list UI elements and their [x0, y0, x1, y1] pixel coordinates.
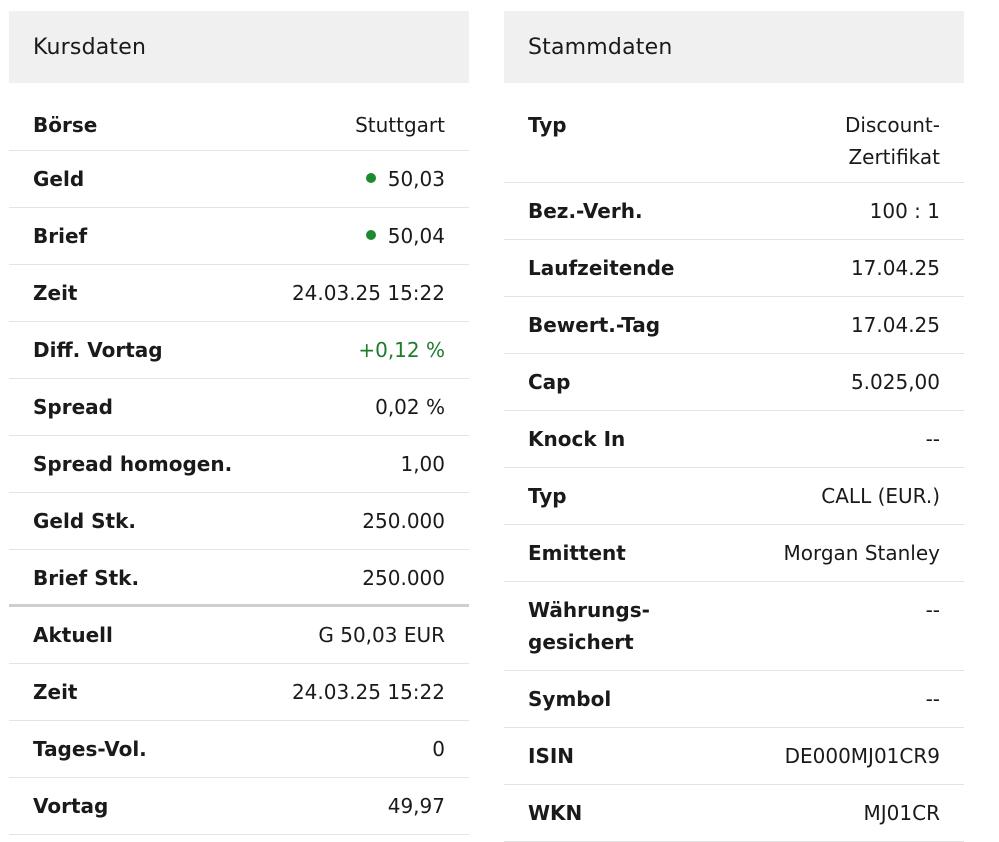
row-emittent: Emittent Morgan Stanley [504, 525, 964, 582]
row-label: Zeit [33, 281, 78, 305]
row-label: Zeit [33, 680, 78, 704]
row-value: G 50,03 EUR [318, 623, 445, 647]
row-label: Typ [528, 113, 567, 137]
row-value: 0 [432, 737, 445, 761]
row-label: Bewert.-Tag [528, 313, 661, 337]
row-label: Währungs- gesichert [528, 594, 698, 658]
row-wkn: WKN MJ01CR [504, 785, 964, 842]
row-label: Bez.-Verh. [528, 199, 643, 223]
row-geld: Geld 50,03 [9, 151, 469, 208]
row-value-wrap: 50,04 [365, 220, 445, 252]
row-label: Brief [33, 224, 88, 248]
row-zeit: Zeit 24.03.25 15:22 [9, 265, 469, 322]
status-dot-icon [365, 230, 376, 240]
row-label: Emittent [528, 541, 626, 565]
row-value: 17.04.25 [850, 313, 940, 337]
row-label: Laufzeitende [528, 256, 675, 280]
row-label: Börse [33, 113, 98, 137]
row-diff-vortag: Diff. Vortag +0,12 % [9, 322, 469, 379]
row-value: CALL (EUR.) [821, 484, 940, 508]
row-brief: Brief 50,04 [9, 208, 469, 265]
row-vortag: Vortag 49,97 [9, 778, 469, 835]
status-dot-icon [365, 173, 376, 183]
row-label-line: Währungs- [528, 598, 650, 622]
row-bewert-tag: Bewert.-Tag 17.04.25 [504, 297, 964, 354]
row-laufzeitende: Laufzeitende 17.04.25 [504, 240, 964, 297]
row-value: 250.000 [362, 566, 445, 590]
row-label-line: gesichert [528, 630, 634, 654]
row-label: Vortag [33, 794, 109, 818]
row-label: WKN [528, 801, 583, 825]
row-knock-in: Knock In -- [504, 411, 964, 468]
kursdaten-panel: Kursdaten Börse Stuttgart Geld 50,03 Bri… [9, 11, 469, 835]
row-brief-stk: Brief Stk. 250.000 [9, 550, 469, 607]
row-value: -- [925, 427, 940, 451]
row-label: Aktuell [33, 623, 113, 647]
row-typ: Typ Discount- Zertifikat [504, 83, 964, 183]
row-value-change: +0,12 % [358, 338, 445, 362]
row-bez-verh: Bez.-Verh. 100 : 1 [504, 183, 964, 240]
row-label: Geld Stk. [33, 509, 136, 533]
row-typ-call: Typ CALL (EUR.) [504, 468, 964, 525]
row-label: Diff. Vortag [33, 338, 163, 362]
row-value: 24.03.25 15:22 [291, 680, 445, 704]
row-boerse: Börse Stuttgart [9, 83, 469, 151]
row-value: 250.000 [362, 509, 445, 533]
row-value: MJ01CR [863, 801, 940, 825]
row-value-line: Zertifikat [848, 145, 940, 169]
row-value: Stuttgart [355, 113, 445, 137]
row-value-wrap: 50,03 [365, 163, 445, 195]
row-label: Tages-Vol. [33, 737, 147, 761]
row-value: 24.03.25 15:22 [291, 281, 445, 305]
row-value: 1,00 [400, 452, 445, 476]
row-value: 50,03 [387, 167, 445, 191]
stammdaten-panel: Stammdaten Typ Discount- Zertifikat Bez.… [504, 11, 964, 842]
row-value: -- [925, 687, 940, 711]
row-label: ISIN [528, 744, 575, 768]
row-zeit-aktuell: Zeit 24.03.25 15:22 [9, 664, 469, 721]
row-label: Spread [33, 395, 113, 419]
row-aktuell: Aktuell G 50,03 EUR [9, 607, 469, 664]
row-tages-vol: Tages-Vol. 0 [9, 721, 469, 778]
row-value: Morgan Stanley [783, 541, 940, 565]
row-value: 0,02 % [375, 395, 445, 419]
row-value: DE000MJ01CR9 [784, 744, 940, 768]
row-label: Typ [528, 484, 567, 508]
row-spread-homogen: Spread homogen. 1,00 [9, 436, 469, 493]
row-value: 100 : 1 [869, 199, 940, 223]
row-cap: Cap 5.025,00 [504, 354, 964, 411]
row-spread: Spread 0,02 % [9, 379, 469, 436]
row-label: Symbol [528, 687, 612, 711]
stammdaten-title: Stammdaten [504, 11, 964, 83]
row-value: 49,97 [387, 794, 445, 818]
row-value: -- [925, 598, 940, 622]
row-isin: ISIN DE000MJ01CR9 [504, 728, 964, 785]
row-value-line: Discount- [844, 113, 940, 137]
row-value: 17.04.25 [850, 256, 940, 280]
row-label: Knock In [528, 427, 626, 451]
row-value: 5.025,00 [850, 370, 940, 394]
row-value: 50,04 [387, 224, 445, 248]
row-geld-stk: Geld Stk. 250.000 [9, 493, 469, 550]
row-waehrungsgesichert: Währungs- gesichert -- [504, 582, 964, 671]
row-label: Cap [528, 370, 571, 394]
row-label: Spread homogen. [33, 452, 233, 476]
row-label: Geld [33, 167, 85, 191]
row-value: Discount- Zertifikat [810, 109, 940, 173]
kursdaten-title: Kursdaten [9, 11, 469, 83]
row-label: Brief Stk. [33, 566, 140, 590]
row-symbol: Symbol -- [504, 671, 964, 728]
